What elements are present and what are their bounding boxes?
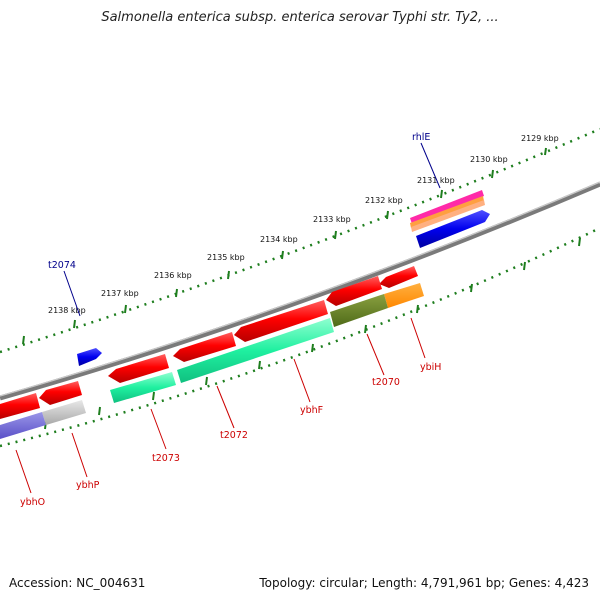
gene-red-a[interactable]: [379, 266, 418, 288]
gene-ybhP-grey[interactable]: [42, 400, 86, 425]
gene-t2073-cyan[interactable]: [110, 372, 176, 403]
gene-label-ybiH: ybiH: [420, 362, 441, 373]
gene-ybiH-orange[interactable]: [384, 283, 424, 308]
scale-label: 2133 kbp: [313, 215, 351, 224]
gene-red-f[interactable]: [39, 381, 82, 405]
scale-label: 2136 kbp: [154, 271, 192, 280]
outer-scale-track: [0, 127, 600, 354]
gene-label-ybhP: ybhP: [76, 480, 100, 491]
gene-red-b[interactable]: [326, 276, 382, 306]
inner-major-ticks: [44, 237, 581, 430]
gene-label-rhlE: rhlE: [412, 132, 430, 143]
scale-label: 2135 kbp: [207, 253, 245, 262]
genome-backbone: [0, 181, 600, 401]
gene-red-c[interactable]: [234, 300, 328, 342]
forward-strand-features: [77, 190, 490, 366]
accession-text: Accession: NC_004631: [9, 576, 146, 590]
genome-summary-text: Topology: circular; Length: 4,791,961 bp…: [259, 576, 589, 590]
gene-rhlE-multicolor[interactable]: [410, 190, 484, 224]
gene-blue-forward[interactable]: [416, 210, 490, 248]
outer-major-ticks: [22, 147, 547, 345]
gene-label-t2074: t2074: [48, 260, 76, 271]
leader-lines: [15, 142, 441, 494]
gene-label-t2072: t2072: [220, 430, 248, 441]
gene-t2070-olive[interactable]: [330, 294, 388, 327]
scale-label: 2131 kbp: [417, 176, 455, 185]
gene-label-t2073: t2073: [152, 453, 180, 464]
gene-ybhO-purple[interactable]: [0, 412, 46, 439]
reverse-strand-features: [0, 266, 424, 439]
scale-label: 2130 kbp: [470, 155, 508, 164]
inner-scale-track: [0, 226, 600, 448]
gene-t2074[interactable]: [77, 348, 102, 366]
scale-label: 2138 kbp: [48, 306, 86, 315]
scale-label: 2137 kbp: [101, 289, 139, 298]
gene-label-ybhF: ybhF: [300, 405, 323, 416]
scale-label: 2129 kbp: [521, 134, 559, 143]
scale-label: 2132 kbp: [365, 196, 403, 205]
gene-labels: rhlE t2074 t2070 ybiH ybhF t2072 t2073 y…: [20, 132, 441, 508]
gene-red-d[interactable]: [173, 332, 236, 362]
gene-label-t2070: t2070: [372, 377, 400, 388]
gene-ybhF-cyan[interactable]: [177, 318, 334, 383]
scale-label: 2134 kbp: [260, 235, 298, 244]
genome-title: Salmonella enterica subsp. enterica sero…: [101, 10, 499, 25]
scale-labels: 2129 kbp 2130 kbp 2131 kbp 2132 kbp 2133…: [48, 134, 559, 315]
gene-red-e[interactable]: [108, 354, 169, 383]
gene-label-ybhO: ybhO: [20, 497, 45, 508]
gene-red-g[interactable]: [0, 393, 40, 419]
